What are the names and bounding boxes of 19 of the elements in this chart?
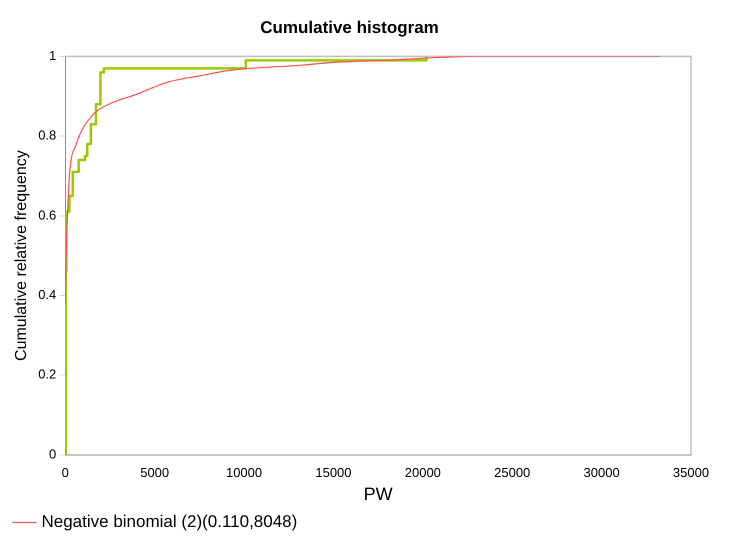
y-tick-label: 0.6: [38, 207, 56, 222]
x-tick-label: 0: [62, 465, 69, 480]
x-tick-label: 5000: [140, 465, 170, 480]
x-tick-label: 25000: [494, 465, 530, 480]
x-tick-label: 15000: [315, 465, 352, 480]
x-tick-label: 10000: [226, 465, 262, 480]
y-tick-label: 0.8: [38, 128, 56, 143]
line-series: [65, 56, 662, 304]
x-axis-title: PW: [364, 484, 393, 504]
x-tick-label: 20000: [404, 465, 441, 480]
y-tick-label: 0: [49, 446, 56, 462]
legend-label: Negative binomial (2)(0.110,8048): [42, 512, 298, 532]
chart-title: Cumulative histogram: [260, 18, 439, 37]
x-tick-label: 30000: [584, 465, 620, 480]
y-tick-label: 0.4: [38, 287, 56, 302]
x-tick-label: 35000: [672, 465, 710, 480]
y-tick-label: 1: [49, 48, 56, 63]
y-axis-title: Cumulative relative frequency: [13, 150, 30, 361]
y-tick-label: 0.2: [38, 366, 56, 382]
